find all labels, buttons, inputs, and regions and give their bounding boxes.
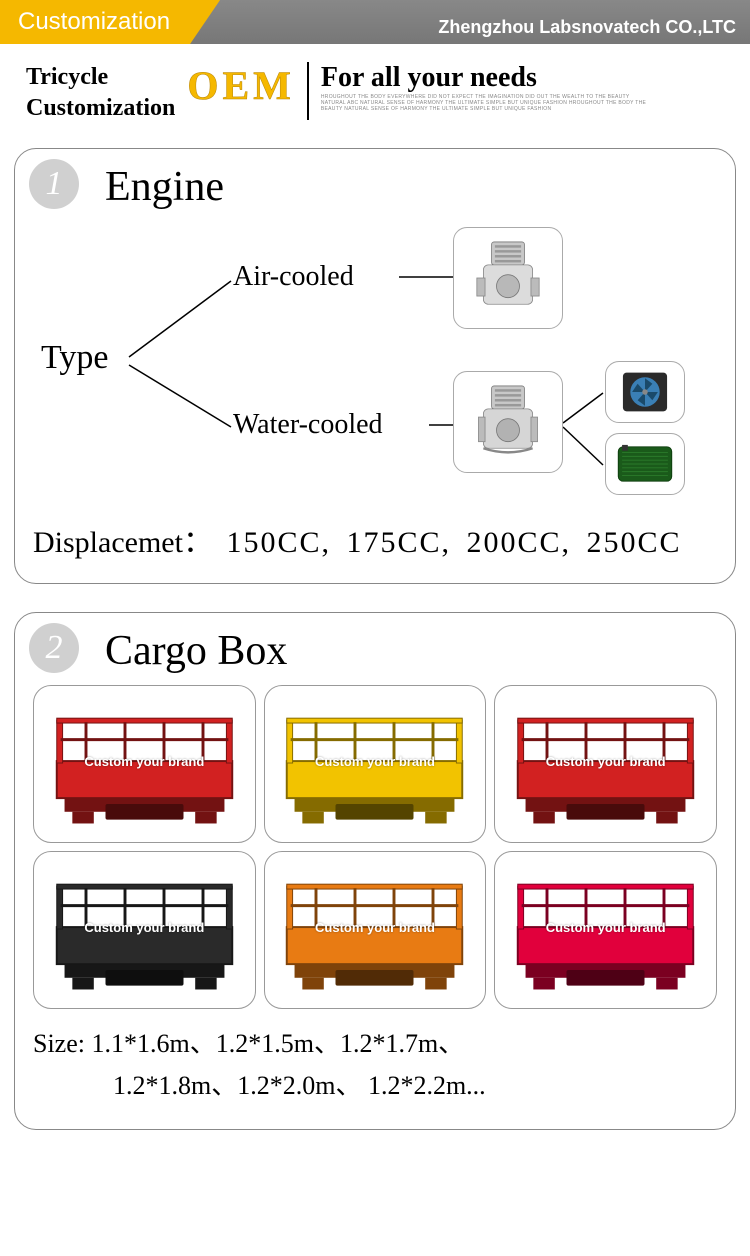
- fan-icon: [605, 361, 685, 423]
- brand-tag: Custom your brand: [315, 920, 435, 935]
- panel-title-engine: Engine: [105, 163, 717, 211]
- sizes-line1: 1.1*1.6m、1.2*1.5m、1.2*1.7m、: [92, 1029, 465, 1058]
- brand-tag: Custom your brand: [546, 754, 666, 769]
- engine-diagram: Type Air-cooled Water-cooled: [33, 221, 717, 501]
- size-label: Size:: [33, 1029, 85, 1058]
- displacement-values: 150CC, 175CC, 200CC, 250CC: [226, 526, 681, 559]
- brand-tag: Custom your brand: [546, 920, 666, 935]
- panel-cargo: 2 Cargo Box Custom your brand: [14, 612, 736, 1129]
- cargo-box-4: Custom your brand: [264, 851, 487, 1009]
- intro-line2: Customization: [26, 93, 175, 124]
- panel-number-1: 1: [29, 159, 79, 209]
- cargo-sizes: Size: 1.1*1.6m、1.2*1.5m、1.2*1.7m、 1.2*1.…: [33, 1023, 717, 1106]
- brand-tag: Custom your brand: [315, 754, 435, 769]
- intro-line1: Tricycle: [26, 62, 175, 93]
- displacement-row: Displacemet： 150CC, 175CC, 200CC, 250CC: [33, 517, 717, 561]
- displacement-label: Displacemet：: [33, 526, 213, 559]
- sizes-line2: 1.2*1.8m、1.2*2.0m、 1.2*2.2m...: [113, 1071, 486, 1100]
- cargo-grid: Custom your brand Custom your brand: [33, 685, 717, 1009]
- intro-block: Tricycle Customization OEM For all your …: [0, 44, 750, 134]
- cargo-box-2: Custom your brand: [494, 685, 717, 843]
- radiator-icon: [605, 433, 685, 495]
- oem-label: OEM: [187, 62, 295, 109]
- cargo-box-1: Custom your brand: [264, 685, 487, 843]
- company-name: Zhengzhou Labsnovatech CO.,LTC: [438, 17, 736, 38]
- ribbon-text: Customization: [18, 8, 170, 36]
- intro-right: For all your needs HROUGHOUT THE BODY EV…: [321, 62, 651, 112]
- engine-water-icon: [453, 371, 563, 473]
- cargo-box-0: Custom your brand: [33, 685, 256, 843]
- header-ribbon: Customization: [0, 0, 220, 44]
- brand-tag: Custom your brand: [84, 754, 204, 769]
- panel-title-cargo: Cargo Box: [105, 627, 717, 675]
- panel-number-2: 2: [29, 623, 79, 673]
- fineprint: HROUGHOUT THE BODY EVERYWHERE DID NOT EX…: [321, 94, 651, 112]
- panel-engine: 1 Engine Type Air-cooled Water-cooled: [14, 148, 736, 584]
- intro-left: Tricycle Customization: [26, 62, 175, 124]
- cargo-box-5: Custom your brand: [494, 851, 717, 1009]
- header-bar: Customization Zhengzhou Labsnovatech CO.…: [0, 0, 750, 44]
- engine-air-icon: [453, 227, 563, 329]
- cargo-box-3: Custom your brand: [33, 851, 256, 1009]
- tagline: For all your needs: [321, 62, 651, 94]
- brand-tag: Custom your brand: [84, 920, 204, 935]
- divider: [307, 62, 309, 120]
